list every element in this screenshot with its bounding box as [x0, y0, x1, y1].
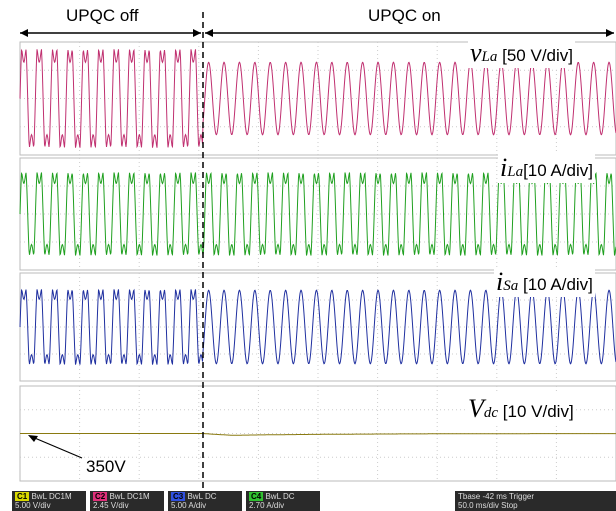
- t: DC1M: [127, 492, 150, 501]
- label: UPQC on: [368, 6, 441, 26]
- arrowhead: [606, 29, 614, 37]
- annotation: 350V: [86, 457, 126, 477]
- trace-label: iLa[10 A/div]: [498, 153, 595, 183]
- t: 2.70 A/div: [249, 501, 284, 510]
- symbol: v: [470, 38, 482, 67]
- t: Tbase: [458, 492, 480, 501]
- t: BwL: [31, 492, 46, 501]
- sub: La: [507, 164, 523, 180]
- scale: [50 V/div]: [502, 46, 573, 65]
- t: BwL: [109, 492, 124, 501]
- t: C2: [93, 492, 107, 501]
- t: Stop: [501, 501, 517, 510]
- scale: [10 A/div]: [523, 161, 593, 180]
- sub: Sa: [503, 278, 518, 294]
- timebase: Tbase -42 ms Trigger 50.0 ms/div Stop: [455, 491, 616, 511]
- t: 2.45 V/div: [93, 501, 129, 510]
- t: -42 ms: [482, 492, 506, 501]
- arrowhead: [20, 29, 28, 37]
- t: 5.00 A/div: [171, 501, 206, 510]
- trace-label: Vdc [10 V/div]: [466, 394, 576, 424]
- trace-label: vLa [50 V/div]: [468, 38, 575, 68]
- label: UPQC off: [66, 6, 138, 26]
- t: 50.0 ms/div: [458, 501, 499, 510]
- t: DC1M: [49, 492, 72, 501]
- t: DC: [283, 492, 295, 501]
- scope: [0, 0, 616, 511]
- t: C3: [171, 492, 185, 501]
- t: C4: [249, 492, 263, 501]
- trace-label: iSa [10 A/div]: [494, 267, 595, 297]
- arrowhead: [193, 29, 201, 37]
- scale: [10 V/div]: [503, 402, 574, 421]
- t: C1: [15, 492, 29, 501]
- t: BwL: [187, 492, 202, 501]
- sub: La: [482, 49, 498, 65]
- page: UPQC off UPQC on vLa [50 V/div] iLa[10 A…: [0, 0, 616, 511]
- t: 5.00 V/div: [15, 501, 51, 510]
- t: Trigger: [509, 492, 534, 501]
- arrowhead: [205, 29, 213, 37]
- sub: dc: [484, 405, 498, 421]
- t: BwL: [265, 492, 280, 501]
- t: DC: [205, 492, 217, 501]
- symbol: V: [468, 394, 484, 423]
- scale: [10 A/div]: [523, 275, 593, 294]
